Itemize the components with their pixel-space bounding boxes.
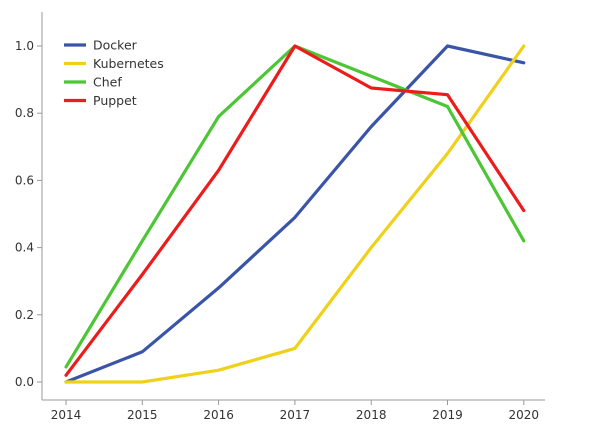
legend-label: Kubernetes [93,56,164,71]
series-line-docker [64,44,526,384]
y-tick-label: 0.0 [15,375,34,389]
series-line-puppet [64,44,526,377]
x-tick-label: 2017 [280,408,311,422]
legend-item-docker: Docker [64,38,138,53]
plot-area [64,44,526,384]
legend-item-kubernetes: Kubernetes [64,56,164,71]
legend-label: Puppet [93,93,137,108]
series-line-kubernetes [64,44,526,384]
y-tick-label: 0.6 [15,173,34,187]
legend-item-puppet: Puppet [64,93,137,108]
legend-label: Docker [93,38,138,53]
x-tick-label: 2019 [432,408,463,422]
x-tick-label: 2015 [127,408,158,422]
legend: Docker Kubernetes Chef Puppet [64,38,164,108]
x-tick-label: 2014 [51,408,82,422]
x-tick-label: 2018 [356,408,387,422]
legend-item-chef: Chef [64,75,122,90]
legend-label: Chef [93,75,122,90]
y-tick-label: 0.2 [15,308,34,322]
x-tick-label: 2020 [509,408,540,422]
axes: 0.0 0.2 0.4 0.6 0.8 1.0 2014 2015 2016 2017 2018 20… [15,12,545,422]
y-tick-label: 0.4 [15,241,34,255]
x-tick-label: 2016 [203,408,234,422]
y-tick-label: 0.8 [15,106,34,120]
y-tick-label: 1.0 [15,39,34,53]
